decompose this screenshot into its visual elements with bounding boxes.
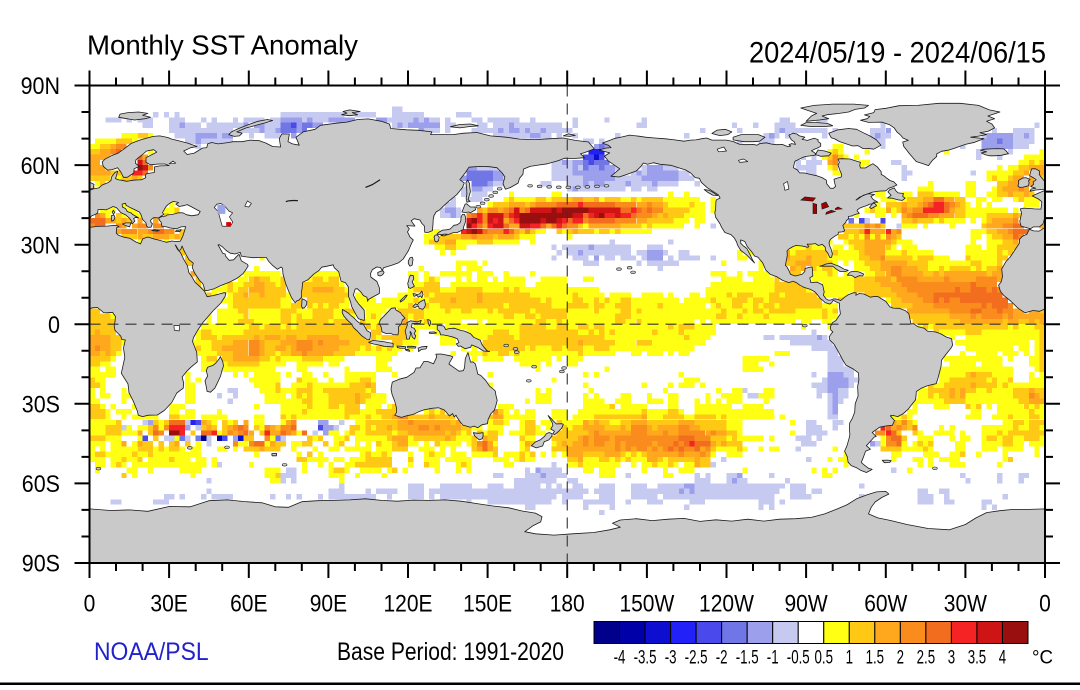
svg-text:60S: 60S bbox=[22, 471, 60, 498]
svg-text:3: 3 bbox=[948, 648, 955, 669]
svg-text:0: 0 bbox=[48, 312, 60, 339]
svg-text:Monthly SST Anomaly: Monthly SST Anomaly bbox=[87, 29, 359, 61]
svg-text:-4: -4 bbox=[614, 648, 626, 669]
svg-text:2024/05/19 - 2024/06/15: 2024/05/19 - 2024/06/15 bbox=[749, 37, 1046, 70]
svg-text:-2.5: -2.5 bbox=[685, 648, 708, 669]
svg-text:0: 0 bbox=[84, 591, 96, 618]
svg-text:°C: °C bbox=[1032, 648, 1053, 669]
svg-text:-0.5: -0.5 bbox=[787, 648, 810, 669]
svg-text:60W: 60W bbox=[864, 591, 907, 618]
svg-text:2: 2 bbox=[897, 648, 904, 669]
svg-text:150W: 150W bbox=[619, 591, 674, 618]
svg-text:-2: -2 bbox=[716, 648, 728, 669]
svg-text:NOAA/PSL: NOAA/PSL bbox=[94, 638, 209, 666]
svg-text:3.5: 3.5 bbox=[968, 648, 987, 669]
svg-text:90N: 90N bbox=[21, 73, 60, 100]
svg-text:0.5: 0.5 bbox=[815, 648, 834, 669]
svg-text:60N: 60N bbox=[21, 153, 60, 180]
svg-text:150E: 150E bbox=[463, 591, 512, 618]
svg-text:90S: 90S bbox=[22, 551, 60, 578]
svg-text:90W: 90W bbox=[785, 591, 828, 618]
svg-text:1: 1 bbox=[846, 648, 853, 669]
svg-text:60E: 60E bbox=[230, 591, 267, 618]
svg-text:Base Period: 1991-2020: Base Period: 1991-2020 bbox=[337, 638, 564, 666]
svg-text:-1.5: -1.5 bbox=[736, 648, 759, 669]
svg-text:30E: 30E bbox=[150, 591, 187, 618]
svg-text:0: 0 bbox=[1039, 591, 1051, 618]
svg-text:4: 4 bbox=[999, 648, 1007, 669]
svg-text:30N: 30N bbox=[21, 232, 60, 259]
svg-text:-3: -3 bbox=[665, 648, 677, 669]
svg-text:180: 180 bbox=[550, 591, 585, 618]
svg-text:90E: 90E bbox=[310, 591, 347, 618]
svg-text:30S: 30S bbox=[22, 392, 60, 419]
svg-text:120E: 120E bbox=[384, 591, 433, 618]
svg-text:2.5: 2.5 bbox=[917, 648, 936, 669]
svg-text:30W: 30W bbox=[944, 591, 987, 618]
svg-text:120W: 120W bbox=[699, 591, 754, 618]
svg-text:1.5: 1.5 bbox=[866, 648, 885, 669]
svg-text:-3.5: -3.5 bbox=[634, 648, 657, 669]
svg-text:-1: -1 bbox=[767, 648, 779, 669]
